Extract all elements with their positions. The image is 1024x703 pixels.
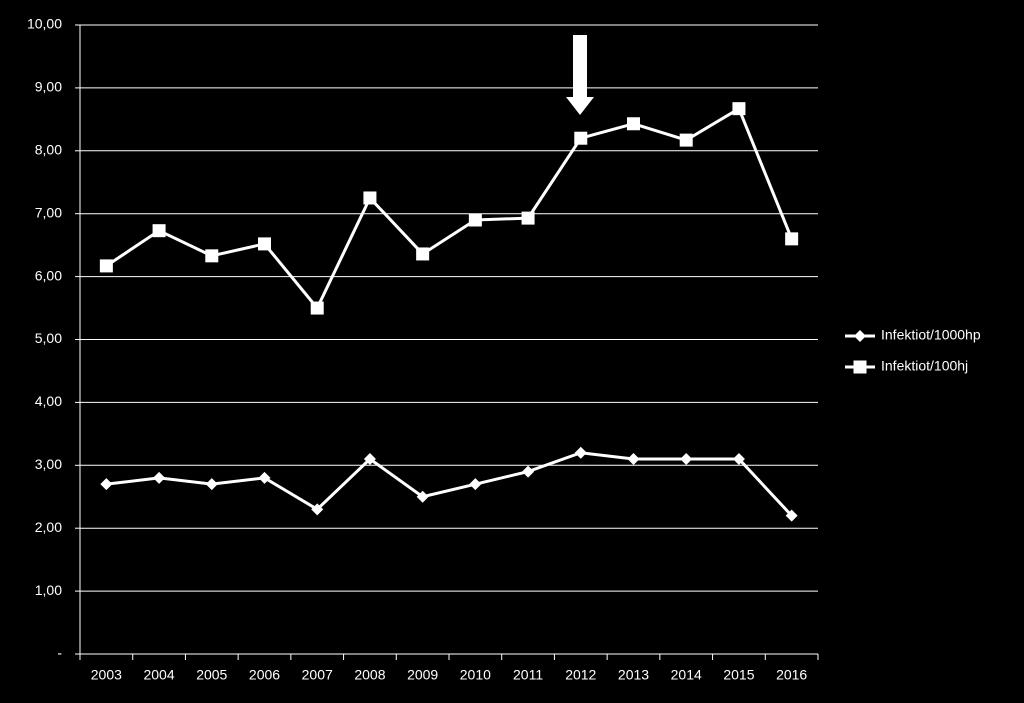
- x-tick-label: 2014: [671, 667, 702, 683]
- x-tick-label: 2016: [776, 667, 807, 683]
- x-tick-label: 2004: [143, 667, 174, 683]
- marker: [854, 330, 866, 342]
- marker: [627, 453, 640, 466]
- marker: [363, 453, 376, 466]
- marker: [522, 465, 535, 478]
- y-tick-label: 1,00: [35, 582, 62, 598]
- legend-label: Infektiot/100hj: [881, 358, 968, 374]
- series-line: [105, 106, 794, 311]
- x-tick-label: 2007: [302, 667, 333, 683]
- marker: [153, 471, 166, 484]
- marker: [205, 249, 219, 263]
- marker: [680, 453, 693, 466]
- marker: [785, 509, 798, 522]
- marker: [258, 237, 271, 251]
- x-tick-label: 2010: [460, 667, 491, 683]
- marker: [574, 131, 588, 145]
- marker: [679, 133, 693, 147]
- y-tick-label: 6,00: [35, 267, 62, 283]
- x-tick-label: 2011: [513, 667, 543, 683]
- x-tick-label: 2009: [407, 667, 438, 683]
- x-tick-label: 2008: [354, 667, 385, 683]
- marker: [258, 471, 271, 484]
- y-tick-label: 3,00: [35, 456, 62, 472]
- legend-label: Infektiot/1000hp: [881, 327, 981, 343]
- series-line: [106, 451, 793, 517]
- marker: [416, 490, 429, 503]
- marker: [363, 191, 377, 205]
- marker: [732, 102, 746, 116]
- x-tick-label: 2013: [618, 667, 649, 683]
- x-tick-label: 2003: [91, 667, 122, 683]
- arrow-shaft: [573, 35, 587, 98]
- y-tick-label: 10,00: [27, 16, 62, 32]
- marker: [469, 478, 482, 491]
- x-tick-label: 2006: [249, 667, 280, 683]
- y-tick-label: -: [57, 645, 62, 661]
- y-tick-label: 8,00: [35, 142, 62, 158]
- marker: [310, 301, 324, 315]
- y-tick-label: 7,00: [35, 204, 62, 220]
- y-tick-label: 2,00: [35, 519, 62, 535]
- marker: [468, 213, 482, 227]
- marker: [205, 478, 218, 491]
- marker: [311, 503, 324, 516]
- y-tick-label: 5,00: [35, 330, 62, 346]
- x-tick-label: 2005: [196, 667, 227, 683]
- marker: [574, 446, 587, 459]
- y-tick-label: 4,00: [35, 393, 62, 409]
- annotation-arrow: [566, 35, 594, 115]
- marker: [152, 224, 166, 238]
- x-tick-label: 2015: [723, 667, 754, 683]
- marker: [785, 232, 799, 246]
- marker: [99, 259, 113, 273]
- marker: [853, 360, 867, 374]
- arrow-head: [566, 97, 594, 115]
- x-tick-label: 2012: [565, 667, 596, 683]
- marker: [732, 453, 745, 466]
- marker: [100, 478, 113, 491]
- y-tick-label: 9,00: [35, 79, 62, 95]
- marker: [416, 247, 430, 261]
- marker: [521, 211, 535, 225]
- marker: [627, 117, 640, 131]
